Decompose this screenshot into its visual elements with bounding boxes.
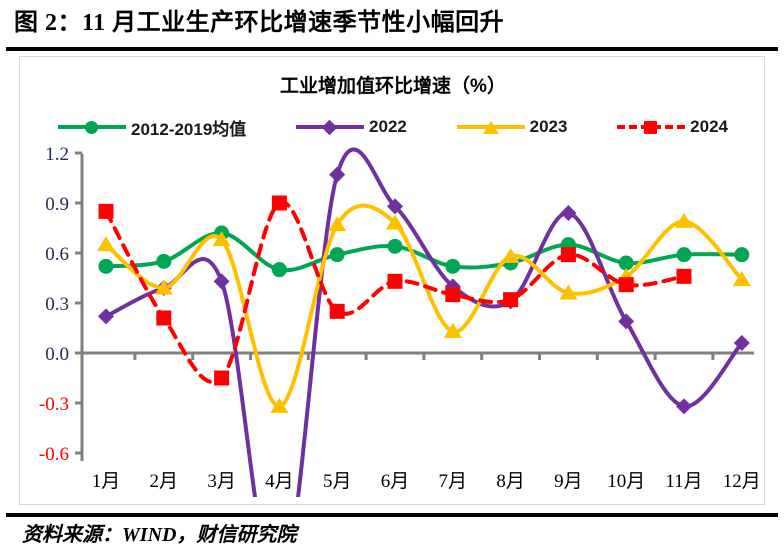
data-point-marker[interactable] (212, 231, 231, 247)
data-point-marker[interactable] (154, 279, 173, 295)
chart-title: 工业增加值环比增速（%） (280, 76, 506, 97)
legend-swatch-2023 (456, 118, 525, 136)
data-point-marker[interactable] (387, 273, 403, 289)
x-axis-tick-label: 10月 (607, 471, 645, 492)
legend-swatch-avg (58, 118, 126, 136)
figure-title: 图 2：11 月工业生产环比增速季节性小幅回升 (14, 10, 505, 36)
legend-label-2024: 2024 (690, 117, 728, 136)
data-point-marker[interactable] (386, 214, 404, 230)
data-point-marker[interactable] (618, 255, 634, 271)
data-point-marker[interactable] (328, 216, 347, 232)
square-marker-icon (644, 121, 658, 134)
chart-legend: 2012-2019均值 2022 2023 2024 (58, 114, 728, 140)
data-point-marker[interactable] (445, 287, 461, 303)
plot-area: -0.6 -0.3 0.0 0.3 0.6 0.9 1.2 1月 2月 3月 4月 5月 6月 7月 8月 9… (20, 57, 766, 506)
legend-label-2022: 2022 (369, 117, 407, 136)
data-point-marker[interactable] (213, 273, 230, 290)
data-point-marker[interactable] (733, 335, 750, 351)
x-axis-tick-label: 4月 (265, 471, 294, 492)
y-axis-tick-label: 1.2 (45, 144, 69, 165)
x-axis-tick-label: 11月 (665, 471, 702, 492)
data-point-marker[interactable] (560, 247, 576, 263)
series-line-2022 (104, 147, 744, 497)
legend-swatch-2022 (296, 118, 365, 136)
x-axis-tick-label: 1月 (92, 471, 121, 492)
data-point-marker[interactable] (97, 236, 115, 252)
data-point-marker[interactable] (329, 247, 345, 263)
legend-item-2024[interactable]: 2024 (617, 117, 728, 137)
data-point-marker[interactable] (387, 238, 403, 254)
data-point-marker[interactable] (98, 203, 114, 219)
data-point-marker[interactable] (329, 303, 345, 319)
circle-marker-icon (85, 121, 98, 134)
data-point-marker[interactable] (560, 205, 577, 221)
figure-header: 图 2：11 月工业生产环比增速季节性小幅回升 (0, 0, 784, 52)
data-point-marker[interactable] (559, 284, 578, 300)
y-axis-tick-label: -0.3 (39, 394, 69, 415)
footer-divider (6, 513, 778, 517)
source-note: 资料来源：WIND，财信研究院 (22, 524, 297, 546)
data-point-marker[interactable] (156, 253, 172, 269)
line-chart-svg: -0.6 -0.3 0.0 0.3 0.6 0.9 1.2 1月 2月 3月 4月 5月 6月 7月 8月 9… (39, 144, 761, 497)
data-point-marker[interactable] (676, 247, 692, 263)
data-point-marker[interactable] (618, 313, 635, 330)
chart-frame: 工业增加值环比增速（%） 2012-2019均值 2022 2023 (19, 56, 765, 505)
data-point-marker[interactable] (98, 258, 114, 274)
data-point-marker[interactable] (98, 308, 114, 325)
y-axis-tick-label: 0.3 (45, 294, 69, 315)
data-point-marker[interactable] (271, 195, 287, 211)
legend-label-avg: 2012-2019均值 (131, 119, 247, 139)
legend-item-avg[interactable]: 2012-2019均值 (58, 115, 246, 140)
x-axis-tick-label: 3月 (207, 471, 236, 492)
x-axis-tick-label: 9月 (554, 471, 583, 492)
x-axis-tick-label: 12月 (723, 471, 761, 492)
y-axis-tick-label: 0.9 (45, 194, 69, 215)
data-point-marker[interactable] (618, 277, 634, 293)
data-point-marker[interactable] (271, 262, 287, 278)
header-divider (6, 47, 778, 51)
data-point-marker[interactable] (501, 247, 520, 263)
x-axis-tick-label: 6月 (381, 471, 410, 492)
legend-item-2023[interactable]: 2023 (456, 117, 568, 137)
x-axis-tick-label: 2月 (150, 471, 179, 492)
data-point-marker[interactable] (270, 397, 289, 413)
data-point-marker[interactable] (214, 370, 230, 386)
x-axis-tick-label: 8月 (496, 471, 525, 492)
data-point-marker[interactable] (445, 258, 461, 274)
series-line-2012-2019均值 (104, 231, 744, 273)
data-point-marker[interactable] (734, 247, 750, 263)
legend-swatch-2024 (617, 118, 686, 136)
data-point-marker[interactable] (503, 292, 519, 308)
triangle-marker-icon (482, 121, 499, 134)
y-axis-tick-label: 0.0 (45, 344, 69, 365)
legend-label-2023: 2023 (529, 117, 568, 136)
series-layer (97, 147, 751, 497)
data-point-marker[interactable] (329, 166, 346, 183)
data-point-marker[interactable] (732, 271, 751, 287)
data-point-marker[interactable] (387, 198, 403, 215)
y-axis-tick-label: -0.6 (39, 444, 69, 465)
data-point-marker[interactable] (675, 212, 693, 228)
legend-item-2022[interactable]: 2022 (296, 117, 407, 137)
data-point-marker[interactable] (676, 398, 692, 415)
data-point-marker[interactable] (156, 310, 172, 326)
y-axis-tick-label: 0.6 (45, 244, 69, 265)
x-axis-tick-label: 7月 (439, 471, 468, 492)
data-point-marker[interactable] (443, 322, 462, 338)
data-point-marker[interactable] (676, 268, 692, 284)
x-axis-tick-label: 5月 (323, 471, 352, 492)
